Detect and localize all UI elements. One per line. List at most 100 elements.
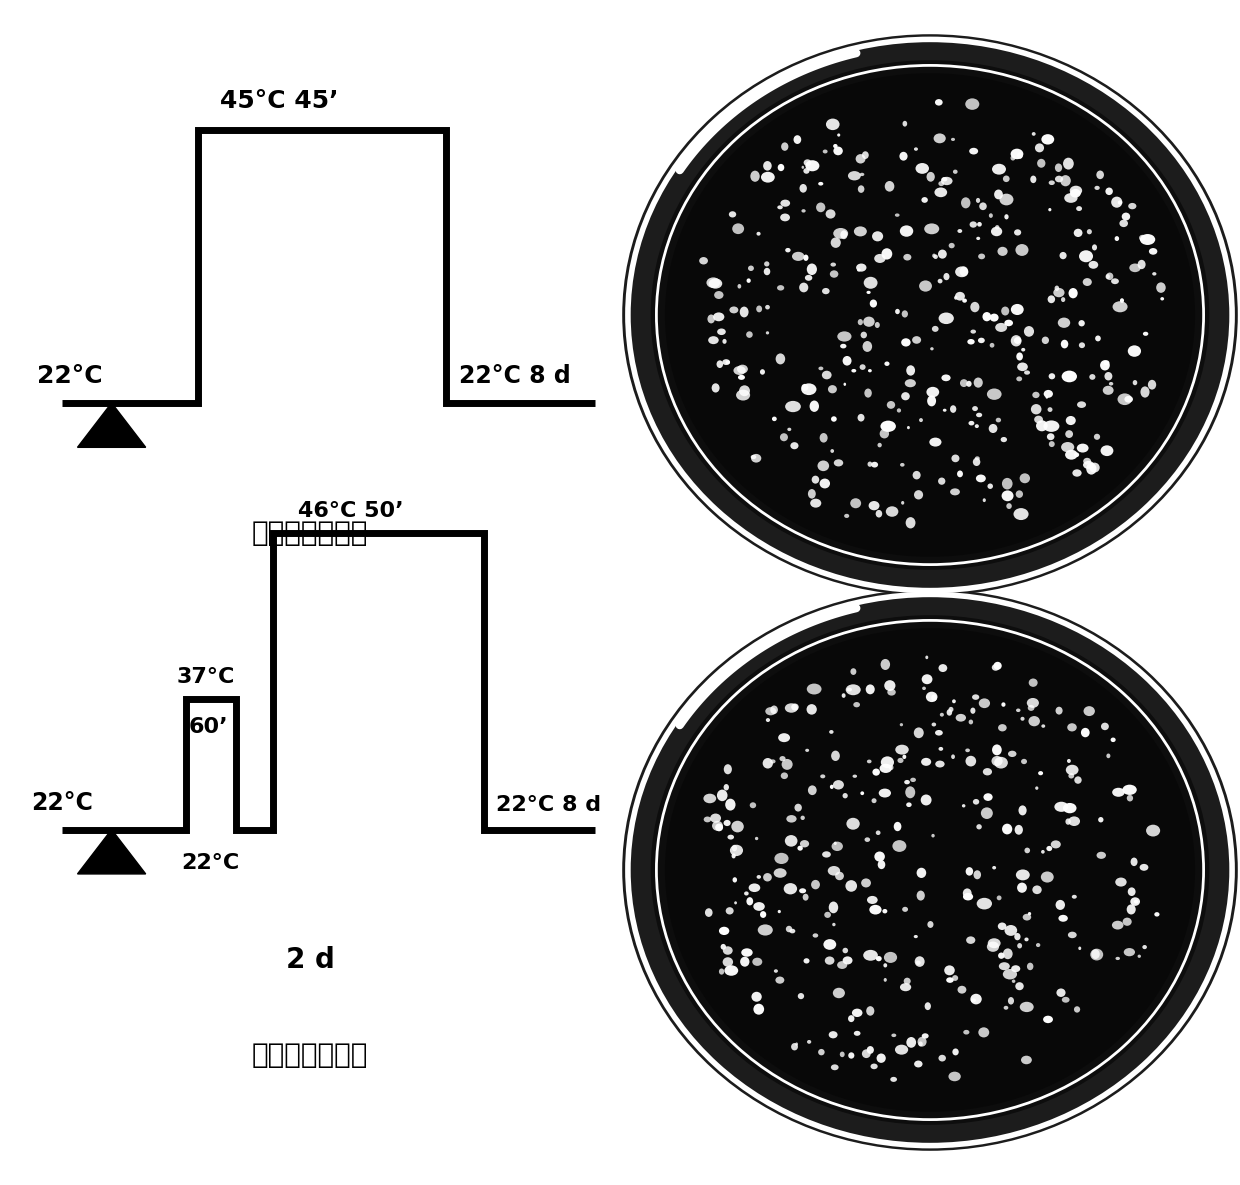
Ellipse shape <box>991 226 1002 236</box>
Ellipse shape <box>1115 878 1127 886</box>
Ellipse shape <box>820 433 827 443</box>
Ellipse shape <box>1024 847 1030 853</box>
Ellipse shape <box>729 307 738 313</box>
Ellipse shape <box>874 322 880 328</box>
Ellipse shape <box>916 867 926 878</box>
Ellipse shape <box>807 263 817 275</box>
Ellipse shape <box>858 414 864 422</box>
Ellipse shape <box>946 709 952 716</box>
Ellipse shape <box>830 730 833 734</box>
Ellipse shape <box>853 775 857 777</box>
Ellipse shape <box>828 866 841 876</box>
Ellipse shape <box>801 384 816 395</box>
Ellipse shape <box>1065 430 1073 438</box>
Ellipse shape <box>939 1055 946 1062</box>
Text: 37°C: 37°C <box>177 667 236 687</box>
Ellipse shape <box>949 1071 961 1081</box>
Ellipse shape <box>967 339 975 345</box>
Ellipse shape <box>756 875 761 879</box>
Ellipse shape <box>832 923 836 927</box>
Ellipse shape <box>976 237 980 241</box>
Ellipse shape <box>786 815 796 822</box>
Ellipse shape <box>884 680 895 691</box>
Ellipse shape <box>848 1016 854 1023</box>
Ellipse shape <box>795 1043 799 1046</box>
Ellipse shape <box>1089 261 1099 269</box>
Ellipse shape <box>898 758 904 763</box>
Ellipse shape <box>884 361 889 366</box>
Ellipse shape <box>1017 943 1022 948</box>
Ellipse shape <box>906 802 911 807</box>
Ellipse shape <box>723 947 733 955</box>
Ellipse shape <box>750 455 756 459</box>
Ellipse shape <box>992 164 1006 174</box>
Ellipse shape <box>832 841 843 851</box>
Ellipse shape <box>861 792 864 795</box>
Ellipse shape <box>1122 784 1137 795</box>
Ellipse shape <box>1029 679 1038 687</box>
Ellipse shape <box>1054 286 1059 292</box>
Ellipse shape <box>1079 947 1081 950</box>
Ellipse shape <box>1084 706 1095 716</box>
Ellipse shape <box>1149 248 1157 255</box>
Ellipse shape <box>751 454 761 462</box>
Ellipse shape <box>1002 478 1013 489</box>
Ellipse shape <box>916 891 925 901</box>
Ellipse shape <box>799 889 806 893</box>
Ellipse shape <box>906 365 915 376</box>
Ellipse shape <box>867 896 878 904</box>
Ellipse shape <box>719 968 724 974</box>
Ellipse shape <box>1117 200 1122 205</box>
Ellipse shape <box>968 421 975 425</box>
Ellipse shape <box>868 501 879 511</box>
Ellipse shape <box>1035 143 1044 153</box>
Ellipse shape <box>1040 871 1054 883</box>
Ellipse shape <box>825 911 831 918</box>
Ellipse shape <box>737 365 748 373</box>
Ellipse shape <box>1011 148 1023 159</box>
Ellipse shape <box>1021 758 1027 764</box>
Ellipse shape <box>880 421 897 433</box>
Ellipse shape <box>1050 840 1060 848</box>
Ellipse shape <box>801 384 808 391</box>
Ellipse shape <box>946 978 954 982</box>
Ellipse shape <box>708 337 719 344</box>
Ellipse shape <box>990 314 998 321</box>
Ellipse shape <box>854 226 867 237</box>
Ellipse shape <box>1081 728 1090 737</box>
Ellipse shape <box>622 589 1238 1151</box>
Ellipse shape <box>1069 288 1078 299</box>
Ellipse shape <box>934 255 937 260</box>
Ellipse shape <box>921 197 928 203</box>
Ellipse shape <box>921 794 931 806</box>
Ellipse shape <box>828 1031 837 1038</box>
Ellipse shape <box>882 248 893 260</box>
Ellipse shape <box>1037 421 1048 431</box>
Ellipse shape <box>1011 155 1016 160</box>
Ellipse shape <box>1111 197 1122 207</box>
Ellipse shape <box>1111 737 1116 742</box>
Ellipse shape <box>1024 371 1030 374</box>
Ellipse shape <box>822 851 831 858</box>
Ellipse shape <box>951 455 960 462</box>
Ellipse shape <box>864 838 870 843</box>
Ellipse shape <box>1090 949 1104 961</box>
Ellipse shape <box>962 889 972 898</box>
Ellipse shape <box>888 688 895 696</box>
Ellipse shape <box>1019 1001 1034 1012</box>
Ellipse shape <box>915 164 929 174</box>
Ellipse shape <box>773 417 776 421</box>
Ellipse shape <box>1027 962 1033 971</box>
Ellipse shape <box>1003 948 1013 959</box>
Ellipse shape <box>897 409 901 412</box>
Ellipse shape <box>1070 188 1081 198</box>
Ellipse shape <box>978 698 990 709</box>
Ellipse shape <box>965 98 980 110</box>
Ellipse shape <box>826 118 839 130</box>
Ellipse shape <box>971 302 980 313</box>
Ellipse shape <box>665 628 1195 1112</box>
Ellipse shape <box>785 835 797 846</box>
Ellipse shape <box>1042 850 1045 853</box>
Ellipse shape <box>1141 386 1149 398</box>
Ellipse shape <box>1047 846 1053 851</box>
